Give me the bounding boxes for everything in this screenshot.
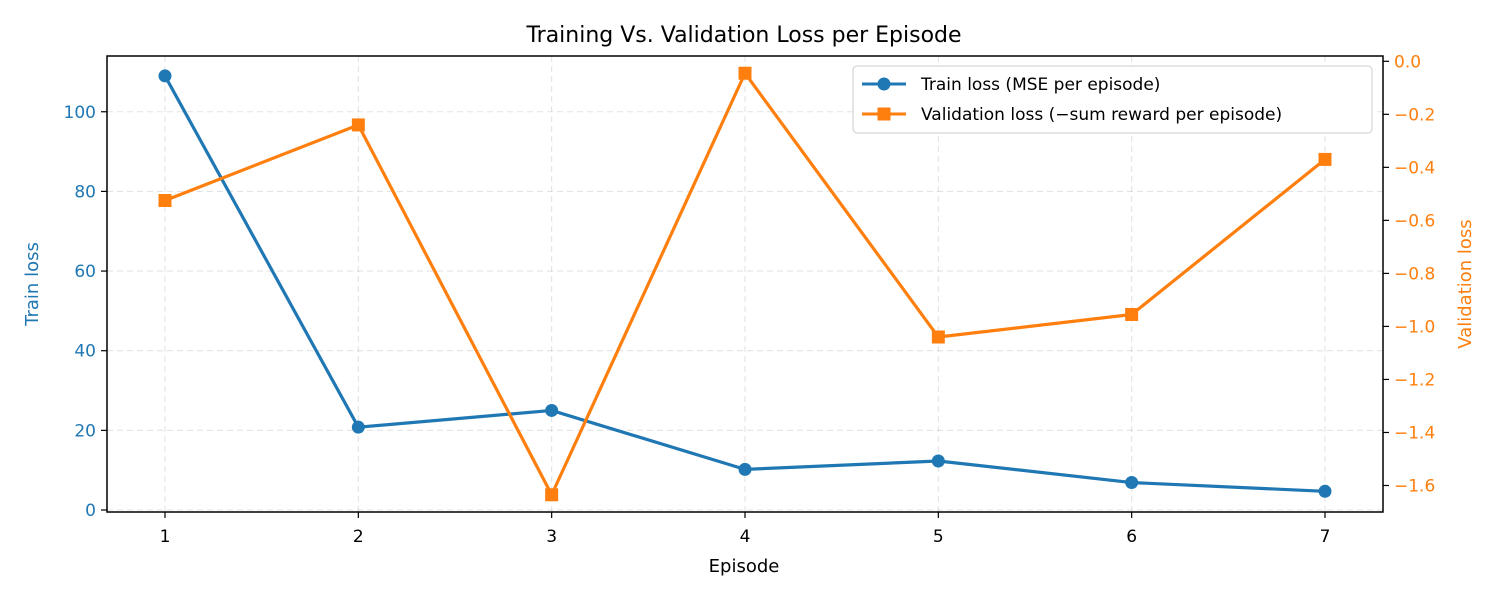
x-tick-label: 7 <box>1320 527 1331 547</box>
legend: Train loss (MSE per episode) Validation … <box>852 65 1373 134</box>
train-point <box>738 462 752 476</box>
y-left-tick-label: 100 <box>64 103 96 123</box>
train-point <box>545 403 559 417</box>
y-right-tick-label: −1.6 <box>1394 476 1435 496</box>
validation-point <box>1125 307 1139 321</box>
train-point <box>158 69 172 83</box>
train-point <box>1318 484 1332 498</box>
x-tick-label: 5 <box>933 527 944 547</box>
legend-train-label: Train loss (MSE per episode) <box>920 75 1160 95</box>
y-left-tick-label: 60 <box>74 262 96 282</box>
validation-point <box>1318 152 1332 166</box>
x-tick-label: 3 <box>546 527 557 547</box>
series-layer <box>158 66 1332 502</box>
x-axis: 1 2 3 4 5 6 7 <box>160 512 1331 547</box>
y-left-tick-label: 40 <box>74 342 96 362</box>
y-right-tick-label: 0.0 <box>1394 52 1421 72</box>
y-right-tick-label: −0.2 <box>1394 105 1435 125</box>
y-left-tick-label: 0 <box>85 501 96 521</box>
train-point <box>931 454 945 468</box>
x-axis-label: Episode <box>709 556 780 577</box>
legend-box <box>852 65 1373 134</box>
y-right-tick-label: −1.4 <box>1394 423 1435 443</box>
y-left-tick-label: 20 <box>74 421 96 441</box>
y-right-tick-label: −0.4 <box>1394 158 1435 178</box>
x-tick-label: 1 <box>160 527 171 547</box>
x-tick-label: 2 <box>353 527 364 547</box>
y-right-tick-label: −0.8 <box>1394 264 1435 284</box>
y-axis-left-label: Train loss <box>22 242 43 327</box>
legend-validation-label: Validation loss (−sum reward per episode… <box>921 105 1282 125</box>
validation-point <box>738 66 752 80</box>
legend-validation-marker <box>877 107 891 121</box>
series-train <box>158 69 1332 498</box>
validation-point <box>158 193 172 207</box>
y-right-tick-label: −0.6 <box>1394 211 1435 231</box>
y-axis-right: 0.0 −0.2 −0.4 −0.6 −0.8 −1.0 −1.2 −1.4 −1.6 <box>1383 52 1435 496</box>
y-right-tick-label: −1.0 <box>1394 317 1435 337</box>
x-tick-label: 4 <box>740 527 751 547</box>
chart-title: Training Vs. Validation Loss per Episode <box>525 23 961 48</box>
series-validation <box>158 66 1332 502</box>
y-axis-right-label: Validation loss <box>1455 219 1476 348</box>
x-tick-label: 6 <box>1126 527 1137 547</box>
y-left-tick-label: 80 <box>74 182 96 202</box>
y-axis-left: 0 20 40 60 80 100 <box>64 103 107 521</box>
validation-point <box>545 488 559 502</box>
train-point <box>351 420 365 434</box>
validation-point <box>931 330 945 344</box>
train-point <box>1125 476 1139 490</box>
validation-point <box>351 118 365 132</box>
y-right-tick-label: −1.2 <box>1394 370 1435 390</box>
legend-train-marker <box>877 77 891 91</box>
